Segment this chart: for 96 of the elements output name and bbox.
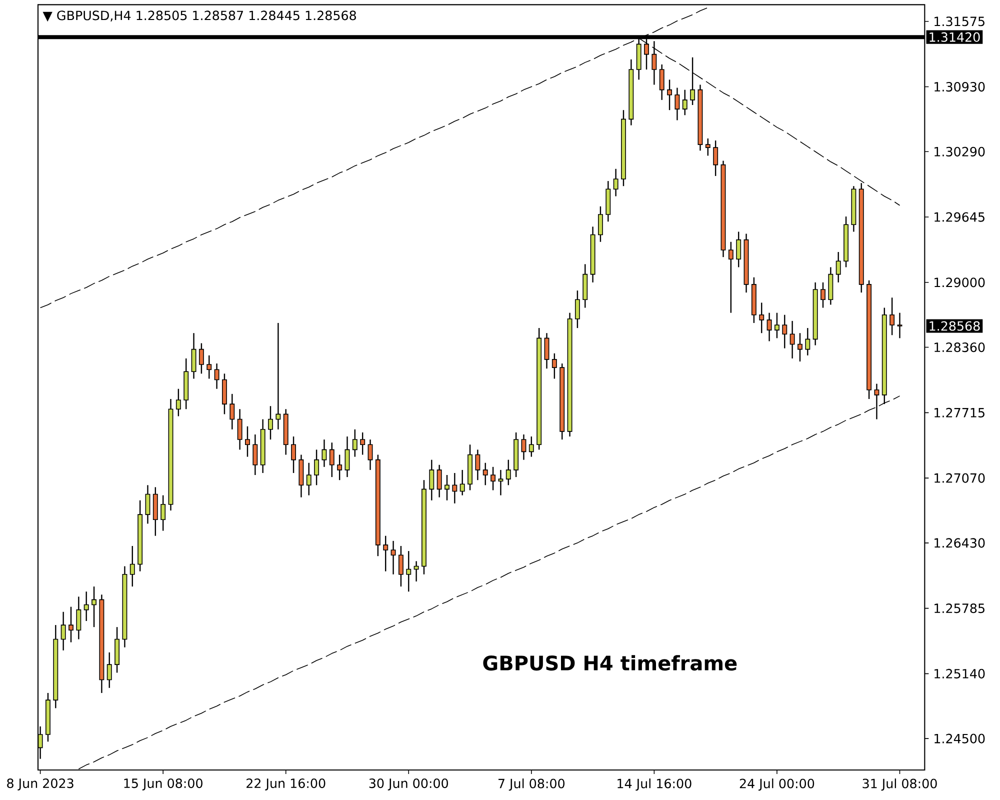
candlestick [68, 606, 74, 643]
candlestick [728, 241, 734, 314]
x-tick-label: 24 Jul 00:00 [740, 778, 814, 791]
candlestick [820, 282, 826, 308]
candlestick [475, 449, 480, 481]
candlestick [498, 469, 504, 496]
candlestick [897, 312, 902, 339]
annotation: GBPUSD H4 timeframe [483, 655, 737, 671]
x-tick-label: 31 Jul 08:00 [862, 778, 937, 791]
candlestick [766, 312, 772, 342]
candlestick [191, 332, 196, 380]
candlestick [314, 449, 320, 486]
candlestick [130, 545, 135, 588]
y-tick-label: 1.27715 [934, 408, 984, 418]
candlestick [76, 596, 82, 640]
candlestick [782, 314, 788, 349]
candlestick [682, 89, 688, 116]
y-tick-label: 1.25785 [934, 604, 984, 614]
ref-line-label: 1.31420 [930, 32, 980, 42]
candlestick [436, 464, 442, 498]
candlestick [406, 550, 412, 592]
candlestick [574, 290, 580, 329]
y-tick-label: 1.28360 [934, 342, 985, 352]
candlestick [230, 393, 235, 430]
y-tick-label: 1.29000 [934, 278, 985, 288]
candlestick [398, 545, 404, 588]
candlestick [383, 535, 388, 572]
candlestick [774, 312, 780, 339]
x-tick-label: 30 Jun 00:00 [369, 778, 448, 790]
candlestick [798, 332, 802, 362]
candlestick [145, 484, 150, 524]
candlestick [890, 297, 895, 336]
candlestick [836, 251, 841, 284]
candlestick [528, 436, 534, 458]
y-tick-label: 1.31575 [934, 16, 984, 26]
y-tick-label: 1.25140 [934, 668, 985, 678]
candlestick [291, 436, 296, 474]
x-tick-label: 15 Jun 08:00 [124, 778, 202, 790]
candlestick [705, 138, 710, 156]
candlestick [444, 474, 450, 501]
candlestick [544, 332, 550, 370]
y-tick-label: 1.24500 [934, 734, 985, 744]
text: 1.28568 [930, 321, 980, 331]
candlestick [344, 436, 350, 478]
candlestick [713, 140, 718, 177]
candlestick [414, 560, 419, 582]
candlestick [206, 354, 212, 380]
candlestick [368, 438, 373, 471]
x-tick-label: 7 Jul 08:00 [498, 778, 564, 791]
candlestick [736, 231, 742, 268]
x-tick-label: 14 Jul 16:00 [618, 778, 692, 791]
y-tick-label: 1.29645 [934, 212, 984, 222]
candlestick [452, 472, 458, 504]
candlestick [482, 462, 488, 486]
candlestick [390, 540, 396, 575]
y-tick-label: 1.30930 [934, 82, 985, 92]
candlestick [490, 466, 496, 491]
candlestick [759, 302, 764, 334]
candlestick [306, 462, 312, 496]
y-tick-label: 1.26430 [934, 538, 985, 548]
x-tick-label: 8 Jun 2023 [7, 778, 74, 790]
candlestick [552, 352, 557, 380]
y-tick-label: 1.27070 [934, 473, 985, 483]
candlestick [237, 408, 242, 450]
candlestick [337, 454, 342, 481]
candlestick [521, 434, 526, 460]
candlestick [214, 362, 220, 390]
candlestick [176, 388, 181, 417]
candlestick [506, 459, 511, 486]
candlestick [667, 79, 672, 111]
candlestick [690, 56, 696, 106]
candlestick [106, 652, 112, 688]
candlestick [352, 428, 358, 458]
candlestick [252, 434, 258, 476]
candlestick [598, 206, 603, 242]
candlestick [659, 64, 664, 101]
candlestick [198, 342, 204, 374]
candlestick [160, 494, 166, 532]
candlestick [613, 168, 618, 197]
candlestick [92, 586, 96, 628]
candlestick [84, 590, 89, 622]
candlestick [60, 611, 66, 651]
candlestick [652, 40, 657, 86]
y-tick-label: 1.30290 [934, 146, 985, 156]
chart-title: ▼ GBPUSD,H4 1.28505 1.28587 1.28445 1.28568 [42, 10, 356, 22]
candlestick [268, 405, 273, 440]
candlestick [790, 320, 795, 360]
candlestick [805, 327, 810, 356]
candlestick [674, 87, 680, 121]
candlestick [276, 322, 281, 430]
candlestick [460, 469, 465, 496]
candlestick [329, 442, 334, 478]
candlestick [429, 459, 434, 501]
candlestick [245, 426, 250, 458]
candlestick [360, 432, 366, 456]
x-tick-label: 22 Jun 16:00 [246, 778, 326, 790]
